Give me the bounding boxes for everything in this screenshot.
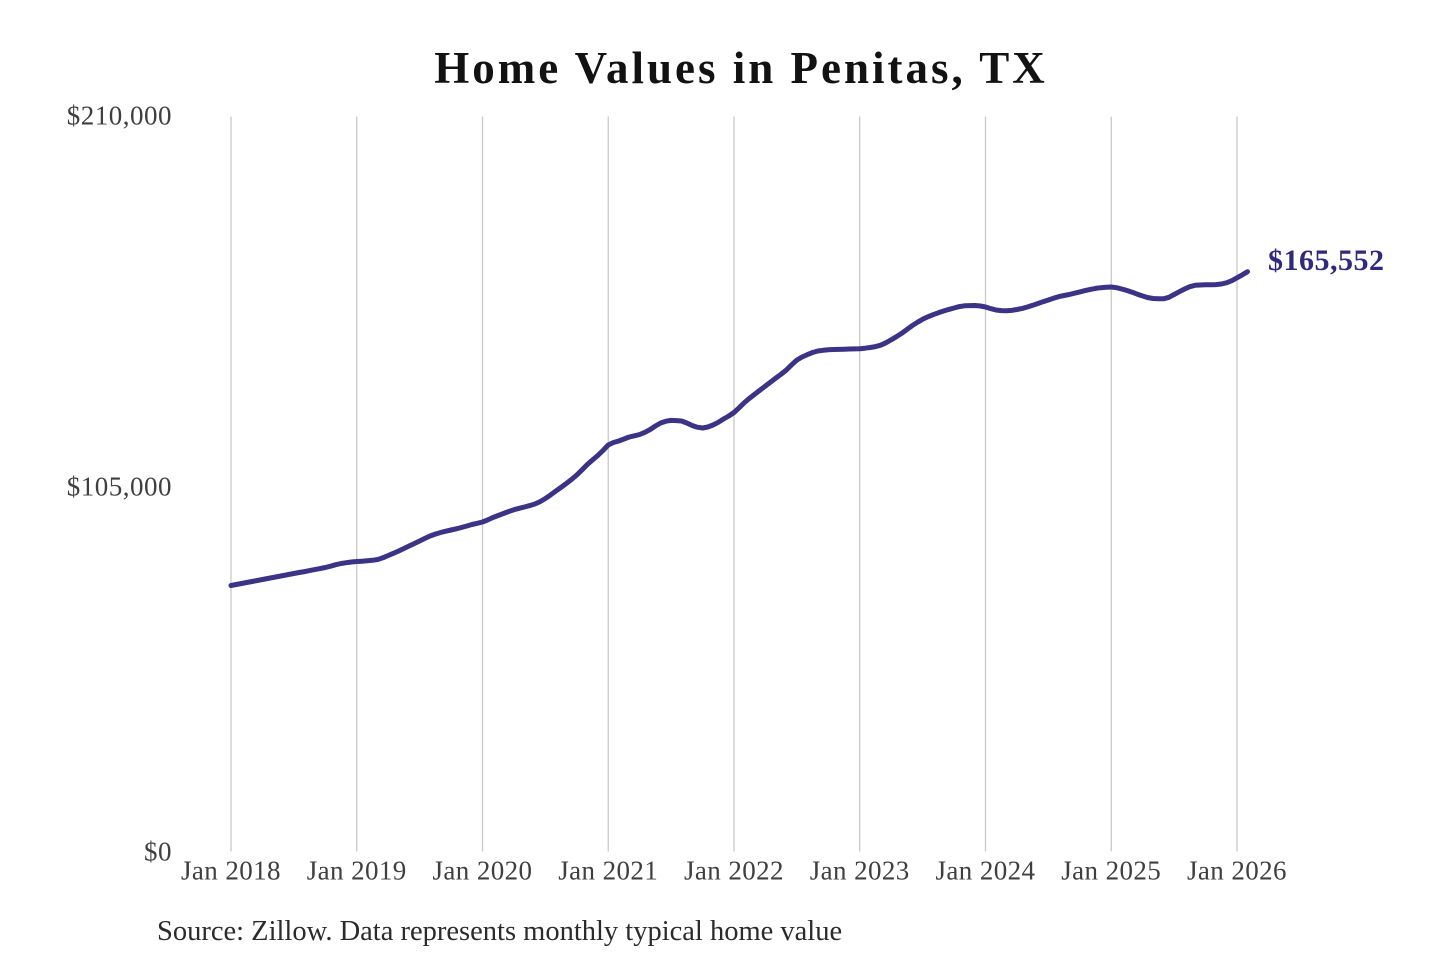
svg-text:Jan 2023: Jan 2023	[810, 856, 910, 886]
svg-text:Jan 2018: Jan 2018	[181, 856, 281, 886]
svg-text:Source: Zillow. Data represent: Source: Zillow. Data represents monthly …	[157, 916, 842, 947]
svg-text:Jan 2024: Jan 2024	[936, 856, 1036, 886]
svg-text:Jan 2022: Jan 2022	[684, 856, 784, 886]
svg-text:$165,552: $165,552	[1268, 244, 1385, 277]
svg-text:Jan 2026: Jan 2026	[1187, 856, 1287, 886]
svg-text:Jan 2025: Jan 2025	[1061, 856, 1161, 886]
svg-text:$210,000: $210,000	[67, 101, 172, 131]
svg-text:$105,000: $105,000	[67, 472, 172, 502]
svg-text:Home Values in Penitas, TX: Home Values in Penitas, TX	[434, 43, 1048, 93]
svg-text:$0: $0	[144, 837, 172, 867]
svg-text:Jan 2021: Jan 2021	[558, 856, 658, 886]
svg-text:Jan 2020: Jan 2020	[433, 856, 533, 886]
svg-text:Jan 2019: Jan 2019	[307, 856, 407, 886]
